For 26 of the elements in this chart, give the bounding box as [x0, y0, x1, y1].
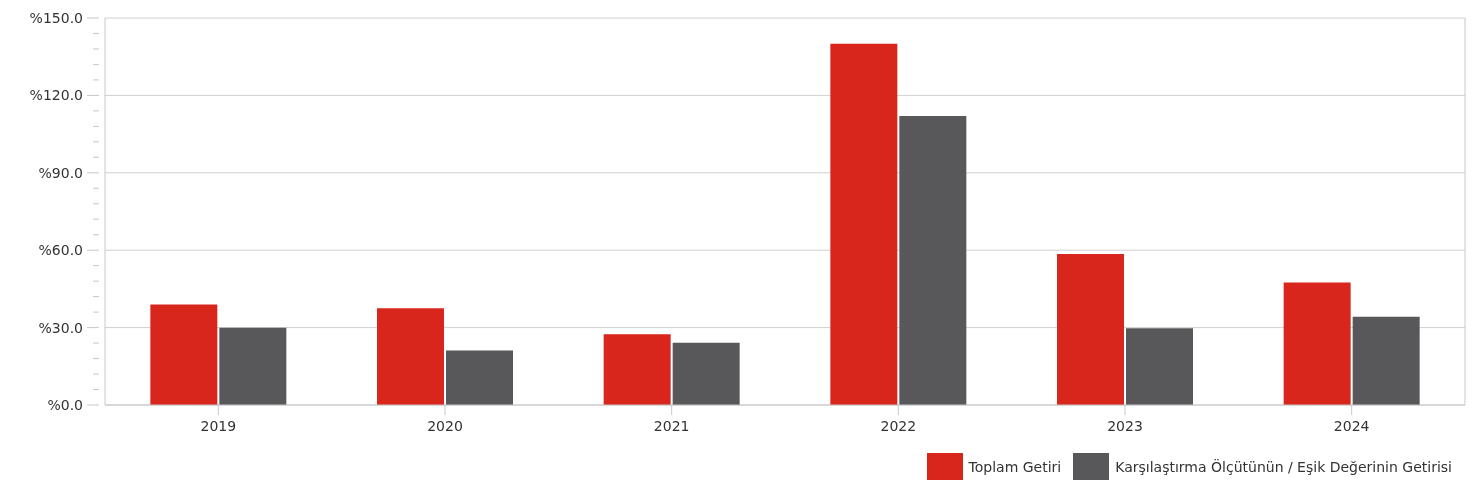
bar	[1352, 316, 1420, 405]
bar	[150, 304, 218, 405]
y-tick-label: %150.0	[29, 10, 83, 26]
bar	[377, 308, 444, 405]
bar	[446, 350, 513, 405]
y-tick-label: %90.0	[38, 164, 83, 181]
x-tick-label: 2021	[653, 417, 690, 434]
bar	[899, 116, 967, 405]
y-tick-label: %0.0	[47, 397, 83, 413]
bar	[603, 334, 671, 405]
y-tick-label: %120.0	[29, 87, 83, 104]
x-tick-label: 2019	[200, 417, 237, 434]
x-tick-label: 2022	[880, 417, 917, 434]
y-tick-label: %60.0	[38, 242, 83, 259]
bar	[1126, 328, 1193, 405]
legend-label: Karşılaştırma Ölçütünün / Eşik Değerinin Getirisi	[1115, 458, 1452, 475]
x-tick-label: 2023	[1107, 417, 1143, 434]
y-tick-label: %30.0	[38, 319, 83, 336]
bar	[830, 43, 898, 405]
bar	[1283, 282, 1351, 405]
bar	[1057, 254, 1124, 405]
x-tick-label: 2024	[1333, 417, 1370, 434]
bar	[672, 342, 740, 405]
x-tick-label: 2020	[427, 417, 463, 434]
legend-label: Toplam Getiri	[968, 458, 1062, 475]
bar	[219, 327, 287, 405]
